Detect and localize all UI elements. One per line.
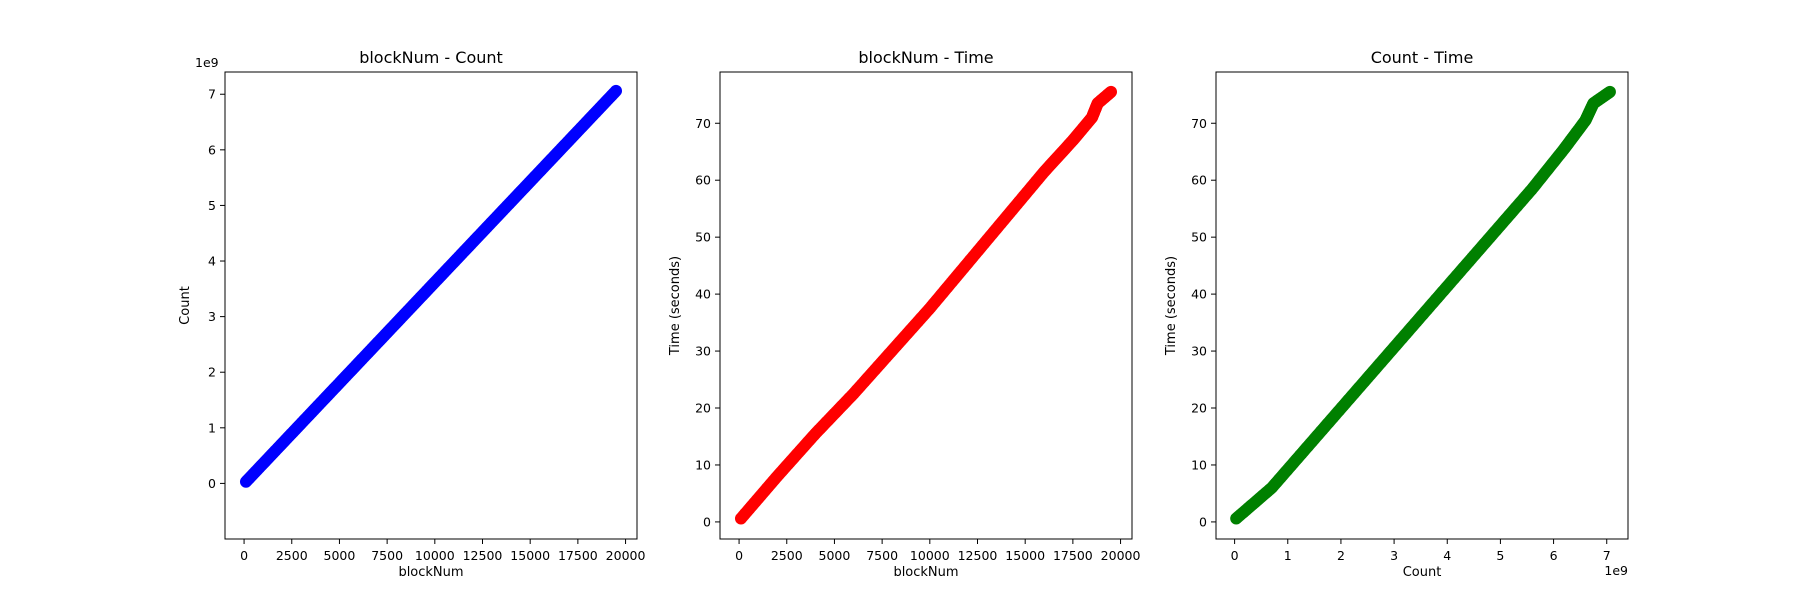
y-tick-label: 30 xyxy=(1191,344,1207,359)
x-tick-label: 20000 xyxy=(606,548,646,563)
x-tick-label: 2500 xyxy=(276,548,308,563)
y-tick-label: 6 xyxy=(208,142,216,157)
y-tick-label: 3 xyxy=(208,309,216,324)
y-tick-label: 5 xyxy=(208,198,216,213)
x-axis-label: blockNum xyxy=(398,565,463,580)
x-tick-label: 17500 xyxy=(558,548,598,563)
x-tick-label: 1 xyxy=(1284,548,1292,563)
x-tick-label: 15000 xyxy=(1005,548,1045,563)
x-tick-label: 12500 xyxy=(463,548,503,563)
data-point xyxy=(1105,85,1118,98)
x-tick-label: 0 xyxy=(240,548,248,563)
x-tick-label: 0 xyxy=(735,548,743,563)
data-points xyxy=(734,85,1118,525)
x-tick-label: 15000 xyxy=(510,548,550,563)
x-tick-label: 20000 xyxy=(1101,548,1141,563)
data-point xyxy=(1603,85,1616,98)
y-tick-label: 70 xyxy=(1191,116,1207,131)
y-tick-label: 60 xyxy=(695,173,711,188)
data-point xyxy=(610,84,623,97)
x-tick-label: 7 xyxy=(1603,548,1611,563)
y-tick-label: 20 xyxy=(695,401,711,416)
plot-frame xyxy=(224,71,638,540)
y-tick-label: 40 xyxy=(695,287,711,302)
y-tick-label: 30 xyxy=(695,344,711,359)
chart-title: blockNum - Time xyxy=(858,48,993,67)
plot-frame xyxy=(1215,71,1629,540)
x-tick-label: 6 xyxy=(1550,548,1558,563)
subplot-blocknum-time: blockNum - Time blockNum Time (seconds) … xyxy=(668,48,1140,580)
y-axis-label: Count xyxy=(178,286,193,325)
x-tick-label: 10000 xyxy=(415,548,455,563)
x-tick-label: 4 xyxy=(1443,548,1451,563)
x-tick-label: 0 xyxy=(1231,548,1239,563)
y-tick-label: 40 xyxy=(1191,287,1207,302)
x-tick-label: 5000 xyxy=(819,548,851,563)
x-tick-label: 5000 xyxy=(324,548,356,563)
data-points xyxy=(1230,85,1616,525)
y-tick-label: 10 xyxy=(695,457,711,472)
plot-frame xyxy=(719,71,1133,540)
y-tick-label: 50 xyxy=(695,230,711,245)
y-tick-label: 0 xyxy=(208,476,216,491)
x-tick-label: 12500 xyxy=(958,548,998,563)
chart-title: Count - Time xyxy=(1371,48,1474,67)
y-offset-label: 1e9 xyxy=(195,55,219,70)
y-tick-label: 1 xyxy=(208,420,216,435)
y-tick-label: 4 xyxy=(208,254,216,269)
x-tick-label: 10000 xyxy=(910,548,950,563)
y-tick-label: 0 xyxy=(1199,514,1207,529)
x-tick-label: 5 xyxy=(1496,548,1504,563)
x-tick-label: 2 xyxy=(1337,548,1345,563)
x-axis-label: Count xyxy=(1403,565,1442,580)
y-tick-label: 70 xyxy=(695,116,711,131)
y-tick-label: 7 xyxy=(208,87,216,102)
x-tick-label: 3 xyxy=(1390,548,1398,563)
y-tick-label: 60 xyxy=(1191,173,1207,188)
y-tick-label: 2 xyxy=(208,365,216,380)
x-tick-label: 7500 xyxy=(371,548,403,563)
data-points xyxy=(239,84,623,488)
x-offset-label: 1e9 xyxy=(1604,563,1628,578)
subplot-blocknum-count: blockNum - Count blockNum Count 1e9 0 250… xyxy=(178,48,645,580)
x-tick-label: 2500 xyxy=(771,548,803,563)
subplot-count-time: Count - Time Count Time (seconds) 1e9 0 1… xyxy=(1164,48,1629,580)
chart-title: blockNum - Count xyxy=(359,48,503,67)
y-axis-label: Time (seconds) xyxy=(1164,256,1179,356)
y-tick-label: 10 xyxy=(1191,457,1207,472)
x-tick-label: 17500 xyxy=(1053,548,1093,563)
y-tick-label: 50 xyxy=(1191,230,1207,245)
x-tick-label: 7500 xyxy=(866,548,898,563)
y-tick-label: 20 xyxy=(1191,401,1207,416)
x-axis-label: blockNum xyxy=(893,565,958,580)
y-tick-label: 0 xyxy=(703,514,711,529)
y-axis-label: Time (seconds) xyxy=(668,256,683,356)
